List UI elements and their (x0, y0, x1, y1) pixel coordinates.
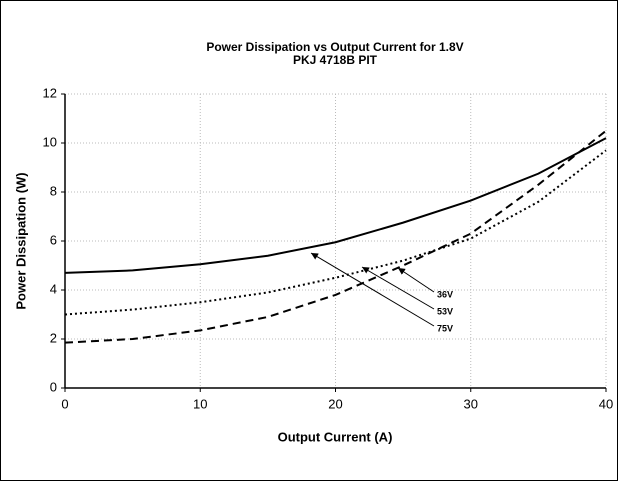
annotation-arrow (310, 252, 435, 327)
annotation-label: 36V (437, 289, 453, 299)
chart-subtitle: PKJ 4718B PIT (293, 53, 378, 67)
y-tick-label: 6 (50, 232, 57, 247)
y-tick-label: 0 (50, 379, 57, 394)
y-axis-label: Power Dissipation (W) (13, 172, 28, 309)
series-line (64, 129, 607, 344)
y-tick-label: 2 (50, 330, 57, 345)
x-tick-label: 20 (328, 396, 342, 411)
y-tick-label: 8 (50, 183, 57, 198)
chart-title: Power Dissipation vs Output Current for … (206, 40, 463, 54)
x-axis-label: Output Current (A) (278, 429, 393, 444)
annotation-label: 53V (437, 306, 453, 316)
y-tick-label: 10 (43, 134, 57, 149)
y-tick-label: 4 (50, 281, 57, 296)
x-tick-label: 30 (464, 396, 478, 411)
y-tick-label: 12 (43, 85, 57, 100)
x-tick-label: 0 (61, 396, 68, 411)
annotation-label: 75V (437, 323, 453, 333)
x-tick-label: 10 (193, 396, 207, 411)
x-tick-label: 40 (599, 396, 613, 411)
annotation-arrow (361, 266, 435, 310)
series-line (64, 137, 607, 274)
annotation-arrow (397, 267, 435, 293)
series-line (64, 149, 607, 316)
